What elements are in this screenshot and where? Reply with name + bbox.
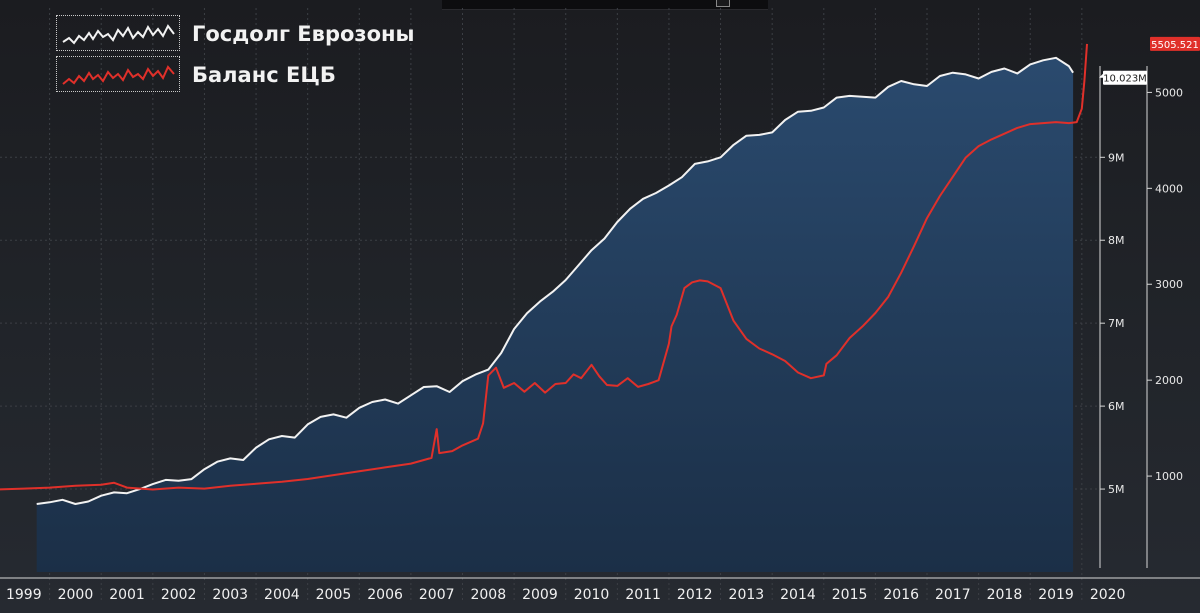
left-tick-label: 5M [1108,483,1125,496]
x-tick-label: 2018 [987,587,1023,603]
x-tick-label: 1999 [6,587,42,603]
x-tick-label: 2013 [729,587,765,603]
right-tick-label: 1000 [1155,470,1183,483]
legend-swatch-ecb [56,56,180,92]
x-tick-label: 2003 [212,587,248,603]
x-tick-label: 2014 [780,587,816,603]
x-tick-label: 2009 [522,587,558,603]
debt-area [36,57,1074,573]
axes: 5M 6M 7M 8M 9M 1000 2000 3000 4000 5000 1999 2000 20… [0,66,1200,603]
x-tick-label: 2004 [264,587,300,603]
right-tick-label: 4000 [1155,182,1183,195]
ecb-line [0,43,1088,491]
left-tick-label: 9M [1108,151,1125,164]
x-tick-label: 2007 [419,587,455,603]
left-tick-label: 7M [1108,317,1125,330]
legend-label-ecb: Баланс ЕЦБ [192,63,336,87]
x-tick-label: 2010 [574,587,610,603]
x-tick-label: 2019 [1038,587,1074,603]
right-tick-label: 5000 [1155,86,1183,99]
window-top-bar [442,0,768,10]
debt-last-value-box [1103,70,1147,85]
x-tick-label: 2000 [58,587,94,603]
x-tick-label: 2016 [883,587,919,603]
debt-line [36,56,1074,505]
window-control-button[interactable] [716,0,730,7]
x-tick-label: 2015 [832,587,868,603]
x-tick-label: 2001 [109,587,145,603]
x-tick-label: 2008 [470,587,506,603]
x-tick-label: 2017 [935,587,971,603]
debt-last-value: 10.023M [1103,74,1147,85]
ecb-last-value: 5505.521 [1151,40,1199,51]
debt-last-value-pointer [1099,73,1103,78]
legend-swatch-debt [56,15,180,51]
series-layer [0,43,1088,573]
x-tick-label: 2020 [1090,587,1126,603]
x-tick-label: 2006 [367,587,403,603]
left-tick-label: 6M [1108,400,1125,413]
x-tick-label: 2011 [625,587,661,603]
ecb-last-value-box [1150,36,1200,51]
right-tick-label: 2000 [1155,374,1183,387]
x-tick-label: 2012 [677,587,713,603]
x-tick-label: 2005 [316,587,352,603]
x-tick-label: 2002 [161,587,197,603]
legend-label-debt: Госдолг Еврозоны [192,22,415,46]
right-tick-label: 3000 [1155,278,1183,291]
left-tick-label: 8M [1108,234,1125,247]
value-labels: 10.023M 5505.521 [1099,36,1200,85]
